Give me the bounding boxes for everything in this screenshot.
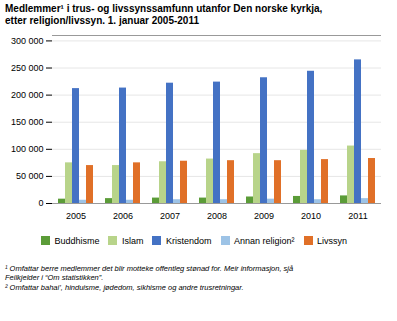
svg-text:2005: 2005 [66,211,86,221]
html-text:Buddhisme: Buddhisme [54,235,100,246]
svg-text:200 000: 200 000 [11,90,44,100]
html-text:² Omfattar bahai’, hinduisme,: ² Omfattar bahai’, hinduisme, jødedom, s… [5,282,244,292]
html-text:Annan religion²: Annan religion² [234,235,295,246]
html-text:etter religion/livssyn. 1. jan: etter religion/livssyn. 1. januar 2005-2… [5,15,199,26]
html-text:¹ Omfattar berre medlemmer det: ¹ Omfattar berre medlemmer det blir mott… [5,263,294,273]
svg-text:2008: 2008 [207,211,227,221]
svg-text:2006: 2006 [113,211,133,221]
svg-text:2010: 2010 [301,211,321,221]
html-text:Livssyn: Livssyn [317,235,348,246]
html-text:Feilkjelder i “Om statistikken: Feilkjelder i “Om statistikken”. [5,273,104,282]
html-text:Medlemmer¹ i trus- og livssyns: Medlemmer¹ i trus- og livssynssamfunn ut… [5,3,323,14]
svg-text:100 000: 100 000 [11,144,44,154]
svg-text:150 000: 150 000 [11,117,44,127]
svg-text:50 000: 50 000 [16,171,44,181]
svg-text:2009: 2009 [254,211,274,221]
svg-text:2007: 2007 [160,211,180,221]
svg-text:2011: 2011 [348,211,367,221]
html-text:Kristendom: Kristendom [166,235,212,246]
svg-text:250 000: 250 000 [11,63,44,73]
html-text:Islam: Islam [122,235,144,246]
svg-text:300 000: 300 000 [11,36,44,46]
svg-text:0: 0 [38,198,43,208]
